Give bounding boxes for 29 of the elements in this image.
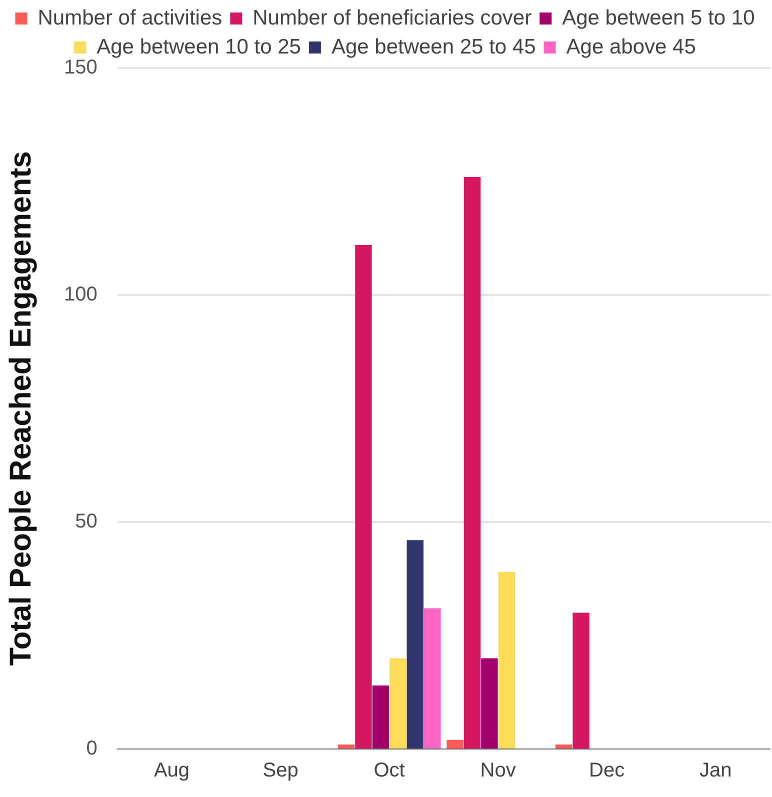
legend-label: Age between 10 to 25: [96, 35, 301, 58]
x-tick-label: Sep: [262, 760, 298, 782]
bar: [446, 740, 464, 748]
bar: [355, 245, 372, 748]
y-tick-label: 100: [64, 284, 98, 306]
x-tick-label: Dec: [589, 760, 625, 782]
bar: [464, 176, 481, 748]
bar: [572, 612, 590, 748]
bar: [372, 685, 390, 748]
bar: [555, 744, 572, 748]
legend-label: Age between 5 to 10: [562, 6, 755, 30]
bar: [481, 658, 498, 748]
bar: [424, 608, 441, 748]
y-axis-title: Total People Reached Engagements: [4, 151, 38, 666]
x-tick-label: Jan: [699, 760, 732, 782]
legend-label: Age above 45: [566, 35, 696, 58]
bar: [406, 540, 424, 748]
x-tick-label: Aug: [154, 760, 190, 782]
y-tick-label: 0: [86, 738, 98, 760]
bar: [498, 572, 516, 748]
legend-label: Number of activities: [38, 6, 222, 30]
y-tick-label: 50: [75, 510, 98, 533]
x-tick-label: Oct: [374, 760, 406, 782]
legend-label: Number of beneficiaries cover: [252, 6, 532, 30]
y-tick-label: 150: [64, 56, 98, 79]
bar: [338, 744, 355, 748]
x-tick-label: Nov: [480, 760, 516, 782]
legend-label: Age between 25 to 45: [331, 35, 536, 58]
bar: [390, 658, 406, 748]
